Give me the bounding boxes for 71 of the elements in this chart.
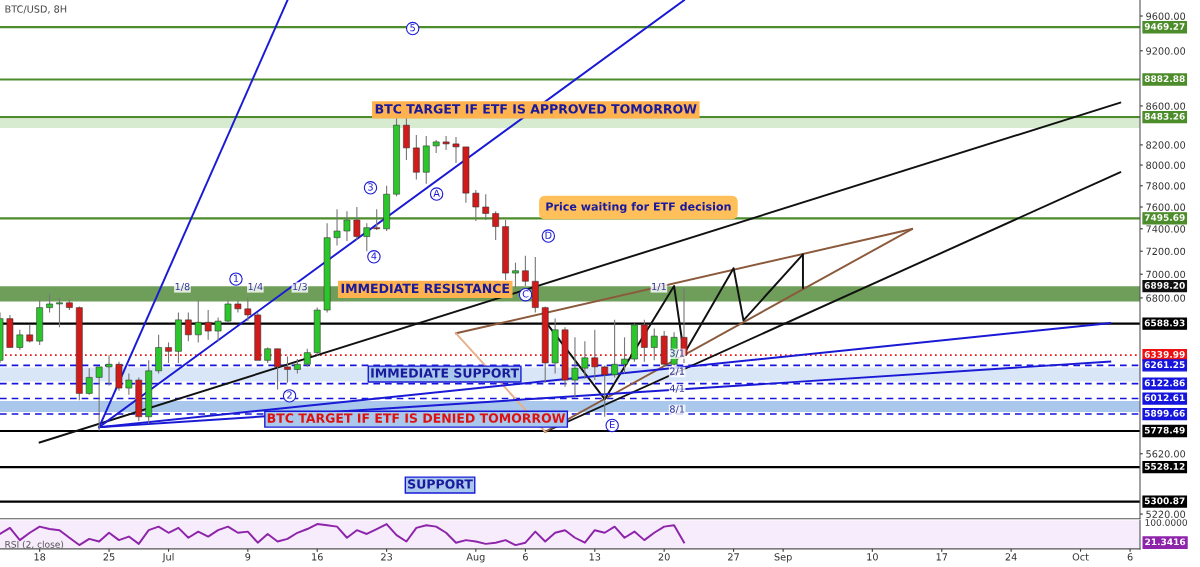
annotation: 8/1 bbox=[670, 405, 685, 414]
x-tick-label: Jul bbox=[162, 553, 174, 563]
ref-line-label: 5899.66 bbox=[1144, 409, 1185, 417]
band-label: 6898.20 bbox=[1144, 282, 1185, 289]
y-tick-label: 7200.00 bbox=[1146, 247, 1186, 256]
y-tick-label: 8600.00 bbox=[1146, 102, 1186, 110]
annotation: Price waiting for ETF decision bbox=[546, 202, 731, 213]
ref-line-label: 8882.88 bbox=[1144, 75, 1185, 83]
x-tick-label: 24 bbox=[1005, 553, 1017, 561]
annotation: 4 bbox=[371, 252, 377, 260]
ref-line-label: 5528.12 bbox=[1144, 463, 1185, 470]
x-tick-label: Sep bbox=[774, 553, 792, 563]
x-tick-label: 25 bbox=[103, 553, 115, 561]
x-tick-label: 20 bbox=[658, 553, 670, 561]
annotation: SUPPORT bbox=[408, 479, 473, 489]
ref-line-label: 9469.27 bbox=[1144, 23, 1185, 30]
x-tick-label: 23 bbox=[381, 553, 393, 561]
annotation: 1/3 bbox=[293, 282, 307, 291]
ref-line-label: 8483.26 bbox=[1144, 112, 1185, 120]
annotation: E bbox=[610, 421, 615, 429]
annotation: 1 bbox=[233, 274, 239, 282]
x-tick-label: 6 bbox=[522, 553, 528, 561]
annotation: 1/1 bbox=[652, 283, 666, 291]
ref-line-label: 6339.99 bbox=[1144, 350, 1185, 358]
annotation: 1/8 bbox=[175, 282, 190, 291]
x-tick-label: 17 bbox=[936, 553, 948, 561]
ref-line-label: 7495.69 bbox=[1144, 214, 1185, 221]
annotation: 1/4 bbox=[248, 283, 263, 291]
ref-line-label: 5778.49 bbox=[1144, 426, 1185, 434]
annotation: D bbox=[545, 231, 552, 239]
y-tick-label: 8200.00 bbox=[1146, 141, 1186, 149]
x-tick-label: 6 bbox=[1127, 553, 1133, 561]
annotation: RSI (2, close) bbox=[5, 540, 64, 549]
annotation: IMMEDIATE RESISTANCE bbox=[341, 283, 510, 294]
x-tick-label: Oct bbox=[1072, 553, 1089, 561]
x-tick-label: 16 bbox=[312, 553, 323, 561]
annotation: IMMEDIATE SUPPORT bbox=[371, 368, 519, 378]
annotation: 3/1 bbox=[670, 349, 685, 358]
annotation: 4/1 bbox=[669, 384, 685, 393]
ref-line-label: 6122.86 bbox=[1144, 379, 1185, 387]
y-tick-label: 7600.00 bbox=[1146, 203, 1186, 211]
annotation: 5 bbox=[410, 24, 415, 32]
text: 21.3416 bbox=[1145, 538, 1186, 546]
y-tick-label: 7400.00 bbox=[1146, 225, 1186, 233]
y-tick-label: 9600.00 bbox=[1146, 12, 1186, 20]
ref-line-label: 6588.93 bbox=[1144, 319, 1185, 327]
annotation: A bbox=[433, 189, 440, 197]
y-tick-label: 6800.00 bbox=[1146, 294, 1186, 302]
y-tick-label: 5620.00 bbox=[1146, 450, 1186, 458]
y-tick-label: 9200.00 bbox=[1146, 47, 1186, 55]
annotation: 3 bbox=[368, 183, 373, 191]
annotation: C bbox=[522, 290, 529, 298]
y-tick-label: 7800.00 bbox=[1146, 182, 1186, 190]
x-tick-label: 18 bbox=[34, 553, 46, 561]
x-tick-label: 27 bbox=[728, 553, 739, 561]
x-tick-label: 9 bbox=[245, 553, 251, 561]
annotation: BTC TARGET IF ETF IS APPROVED TOMORROW bbox=[375, 104, 697, 114]
y-tick-label: 5220.00 bbox=[1146, 510, 1186, 518]
chart-title: BTC/USD, 8H bbox=[5, 5, 67, 14]
ref-line-label: 6261.25 bbox=[1144, 361, 1185, 369]
ref-line-label: 6012.61 bbox=[1144, 394, 1185, 402]
y-tick-label: 8000.00 bbox=[1146, 161, 1186, 169]
x-tick-label: 13 bbox=[589, 553, 601, 561]
x-tick-label: Aug bbox=[466, 553, 485, 563]
y-tick-label: 7000.00 bbox=[1146, 270, 1186, 279]
text: 100.0000 bbox=[1145, 519, 1188, 526]
x-tick-label: 10 bbox=[867, 553, 878, 561]
ref-line-label: 5300.87 bbox=[1144, 497, 1185, 505]
annotation: 2 bbox=[287, 391, 292, 399]
annotation: 2/1 bbox=[670, 367, 685, 376]
annotation: BTC TARGET IF ETF IS DENIED TOMORROW bbox=[267, 413, 566, 423]
